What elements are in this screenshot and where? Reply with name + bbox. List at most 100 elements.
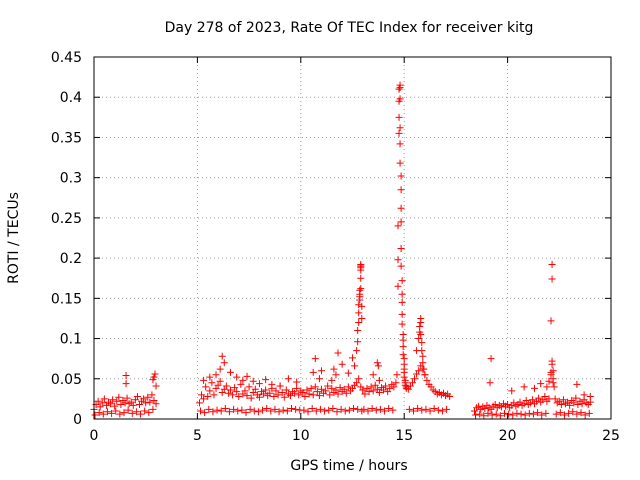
data-point — [414, 405, 422, 413]
y-tick-label: 0.2 — [60, 251, 82, 267]
data-point — [238, 406, 246, 414]
data-point — [547, 317, 555, 325]
data-point — [152, 382, 160, 390]
data-point — [550, 383, 558, 391]
data-point — [99, 410, 107, 418]
data-point — [369, 371, 377, 379]
data-point — [356, 286, 364, 294]
x-tick-label: 20 — [499, 428, 517, 444]
data-point — [275, 408, 283, 416]
data-point — [353, 379, 361, 387]
data-point — [150, 373, 158, 381]
y-axis-title: ROTI / TECUs — [6, 192, 22, 284]
data-point — [214, 381, 222, 389]
data-point — [559, 396, 567, 404]
data-point — [350, 405, 358, 413]
data-point — [355, 309, 363, 317]
data-point — [340, 385, 348, 393]
data-point — [239, 376, 247, 384]
data-point — [120, 409, 128, 417]
data-point — [397, 218, 405, 226]
data-point — [124, 406, 132, 414]
data-point — [545, 395, 553, 403]
data-point — [198, 391, 206, 399]
data-point — [364, 407, 372, 415]
y-tick-label: 0.45 — [51, 50, 82, 66]
data-point — [324, 382, 332, 390]
data-point — [231, 384, 239, 392]
data-point — [355, 318, 363, 326]
data-point — [556, 409, 564, 417]
data-point — [549, 379, 557, 387]
data-point — [357, 285, 365, 293]
data-point — [311, 383, 319, 391]
data-point — [401, 381, 409, 389]
data-point — [528, 396, 536, 404]
data-point — [220, 359, 228, 367]
data-point — [396, 84, 404, 92]
data-point — [246, 405, 254, 413]
x-tick-label: 10 — [292, 428, 310, 444]
data-point — [330, 365, 338, 373]
data-point — [338, 360, 346, 368]
data-point — [325, 406, 333, 414]
data-point — [313, 388, 321, 396]
data-point — [195, 399, 203, 407]
data-point — [308, 405, 316, 413]
data-point — [354, 338, 362, 346]
data-point — [210, 391, 218, 399]
data-point — [560, 411, 568, 419]
data-point — [353, 347, 361, 355]
x-tick-label: 0 — [90, 428, 99, 444]
data-point — [416, 322, 424, 330]
data-point — [142, 399, 150, 407]
data-point — [354, 327, 362, 335]
data-point — [202, 383, 210, 391]
data-point — [103, 408, 111, 416]
data-point — [266, 389, 274, 397]
axis-ticks: 0 5 10 15 20 25 0 0.05 0.1 0.15 0.2 0.25 0.3 0.35 0.4 0… — [51, 50, 620, 444]
data-point — [251, 385, 259, 393]
data-point — [96, 403, 104, 411]
data-point — [419, 352, 427, 360]
y-tick-label: 0.1 — [60, 332, 82, 348]
data-point — [292, 405, 300, 413]
data-point — [284, 375, 292, 383]
data-point — [95, 409, 103, 417]
data-point — [525, 409, 533, 417]
data-point — [200, 395, 208, 403]
data-point — [230, 405, 238, 413]
data-point — [234, 407, 242, 415]
data-point — [121, 399, 129, 407]
data-point — [243, 392, 251, 400]
data-point — [344, 369, 352, 377]
data-point — [149, 405, 157, 413]
data-point — [513, 409, 521, 417]
data-point — [443, 405, 451, 413]
data-point — [398, 320, 406, 328]
data-point — [476, 410, 484, 418]
data-point — [100, 395, 108, 403]
data-point — [206, 387, 214, 395]
x-tick-label: 15 — [395, 428, 413, 444]
data-point — [565, 409, 573, 417]
data-point — [151, 370, 159, 378]
data-point — [216, 377, 224, 385]
data-point — [541, 392, 549, 400]
data-point — [438, 407, 446, 415]
data-point — [551, 395, 559, 403]
data-point — [141, 407, 149, 415]
data-point — [586, 392, 594, 400]
data-point — [208, 379, 216, 387]
data-point — [372, 406, 380, 414]
data-point — [349, 354, 356, 362]
data-point — [226, 368, 234, 376]
data-point — [486, 379, 494, 387]
data-point — [446, 392, 454, 400]
chart-grid — [94, 57, 611, 419]
data-point — [107, 400, 115, 408]
data-point — [398, 310, 406, 318]
data-point — [549, 367, 557, 375]
data-point — [358, 302, 366, 310]
data-point — [255, 380, 263, 388]
